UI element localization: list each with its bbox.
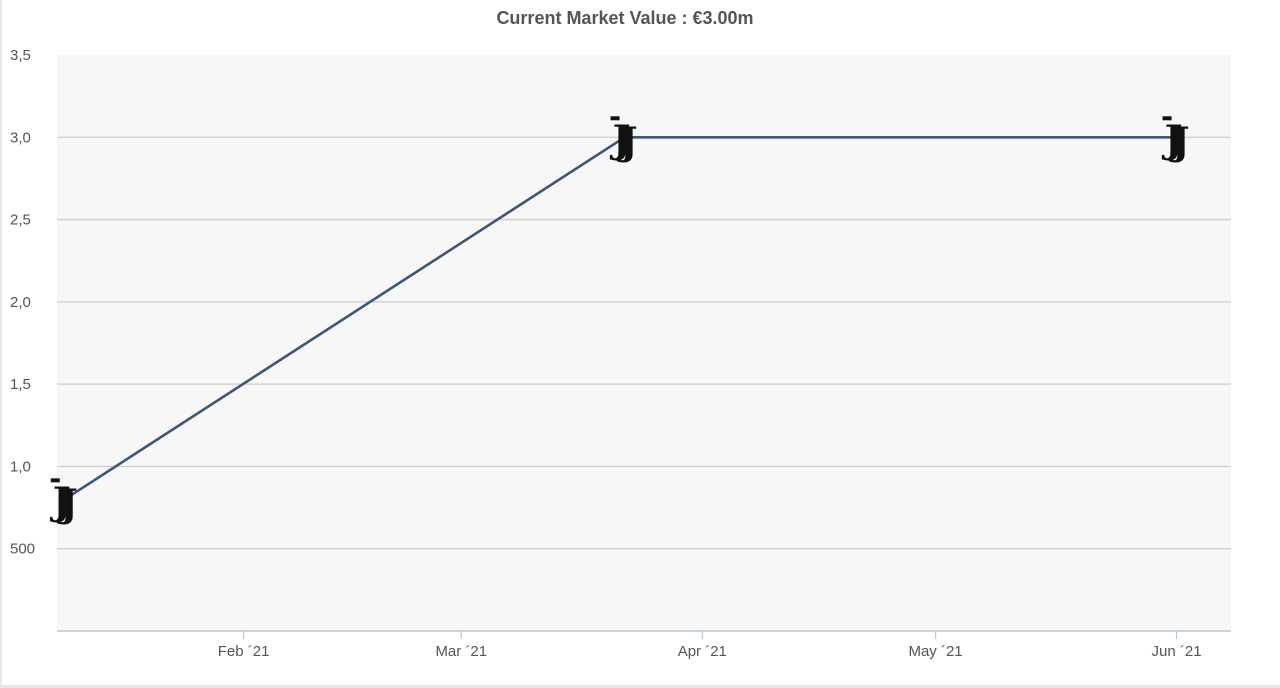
svg-text:J: J xyxy=(1162,116,1183,161)
y-axis-ticks: 500 1,0 1,5 2,0 2,5 3,0 3,5 xyxy=(10,47,35,558)
market-value-line xyxy=(64,136,1177,501)
svg-text:J: J xyxy=(617,118,638,163)
y-tick-label: 1,5 xyxy=(10,376,31,393)
svg-text:J: J xyxy=(57,480,78,525)
juventus-crest-icon[interactable]: JJ xyxy=(610,116,638,163)
x-tick-label: Feb ´21 xyxy=(218,643,270,660)
y-tick-label: 500 xyxy=(10,541,35,558)
y-tick-label: 2,0 xyxy=(10,294,31,311)
svg-text:J: J xyxy=(1169,118,1190,163)
y-tick-label: 3,0 xyxy=(10,129,31,146)
y-tick-label: 1,0 xyxy=(10,458,31,475)
y-tick-label: 2,5 xyxy=(10,212,31,229)
x-tick-label: Apr ´21 xyxy=(678,643,727,660)
chart-title: Current Market Value : €3.00m xyxy=(496,8,754,28)
juventus-crest-icon[interactable]: JJ xyxy=(50,478,78,525)
x-tick-label: May ´21 xyxy=(908,643,962,660)
svg-text:J: J xyxy=(610,116,631,161)
juventus-crest-icon[interactable]: JJ xyxy=(1162,116,1190,163)
x-axis-ticks: Feb ´21 Mar ´21 Apr ´21 May ´21 Jun ´21 xyxy=(218,631,1202,660)
grid-lines xyxy=(57,136,1231,550)
plot-background xyxy=(57,55,1231,631)
x-tick-label: Mar ´21 xyxy=(435,643,487,660)
svg-text:J: J xyxy=(50,478,71,523)
y-tick-label: 3,5 xyxy=(10,47,31,64)
x-tick-label: Jun ´21 xyxy=(1152,643,1202,660)
